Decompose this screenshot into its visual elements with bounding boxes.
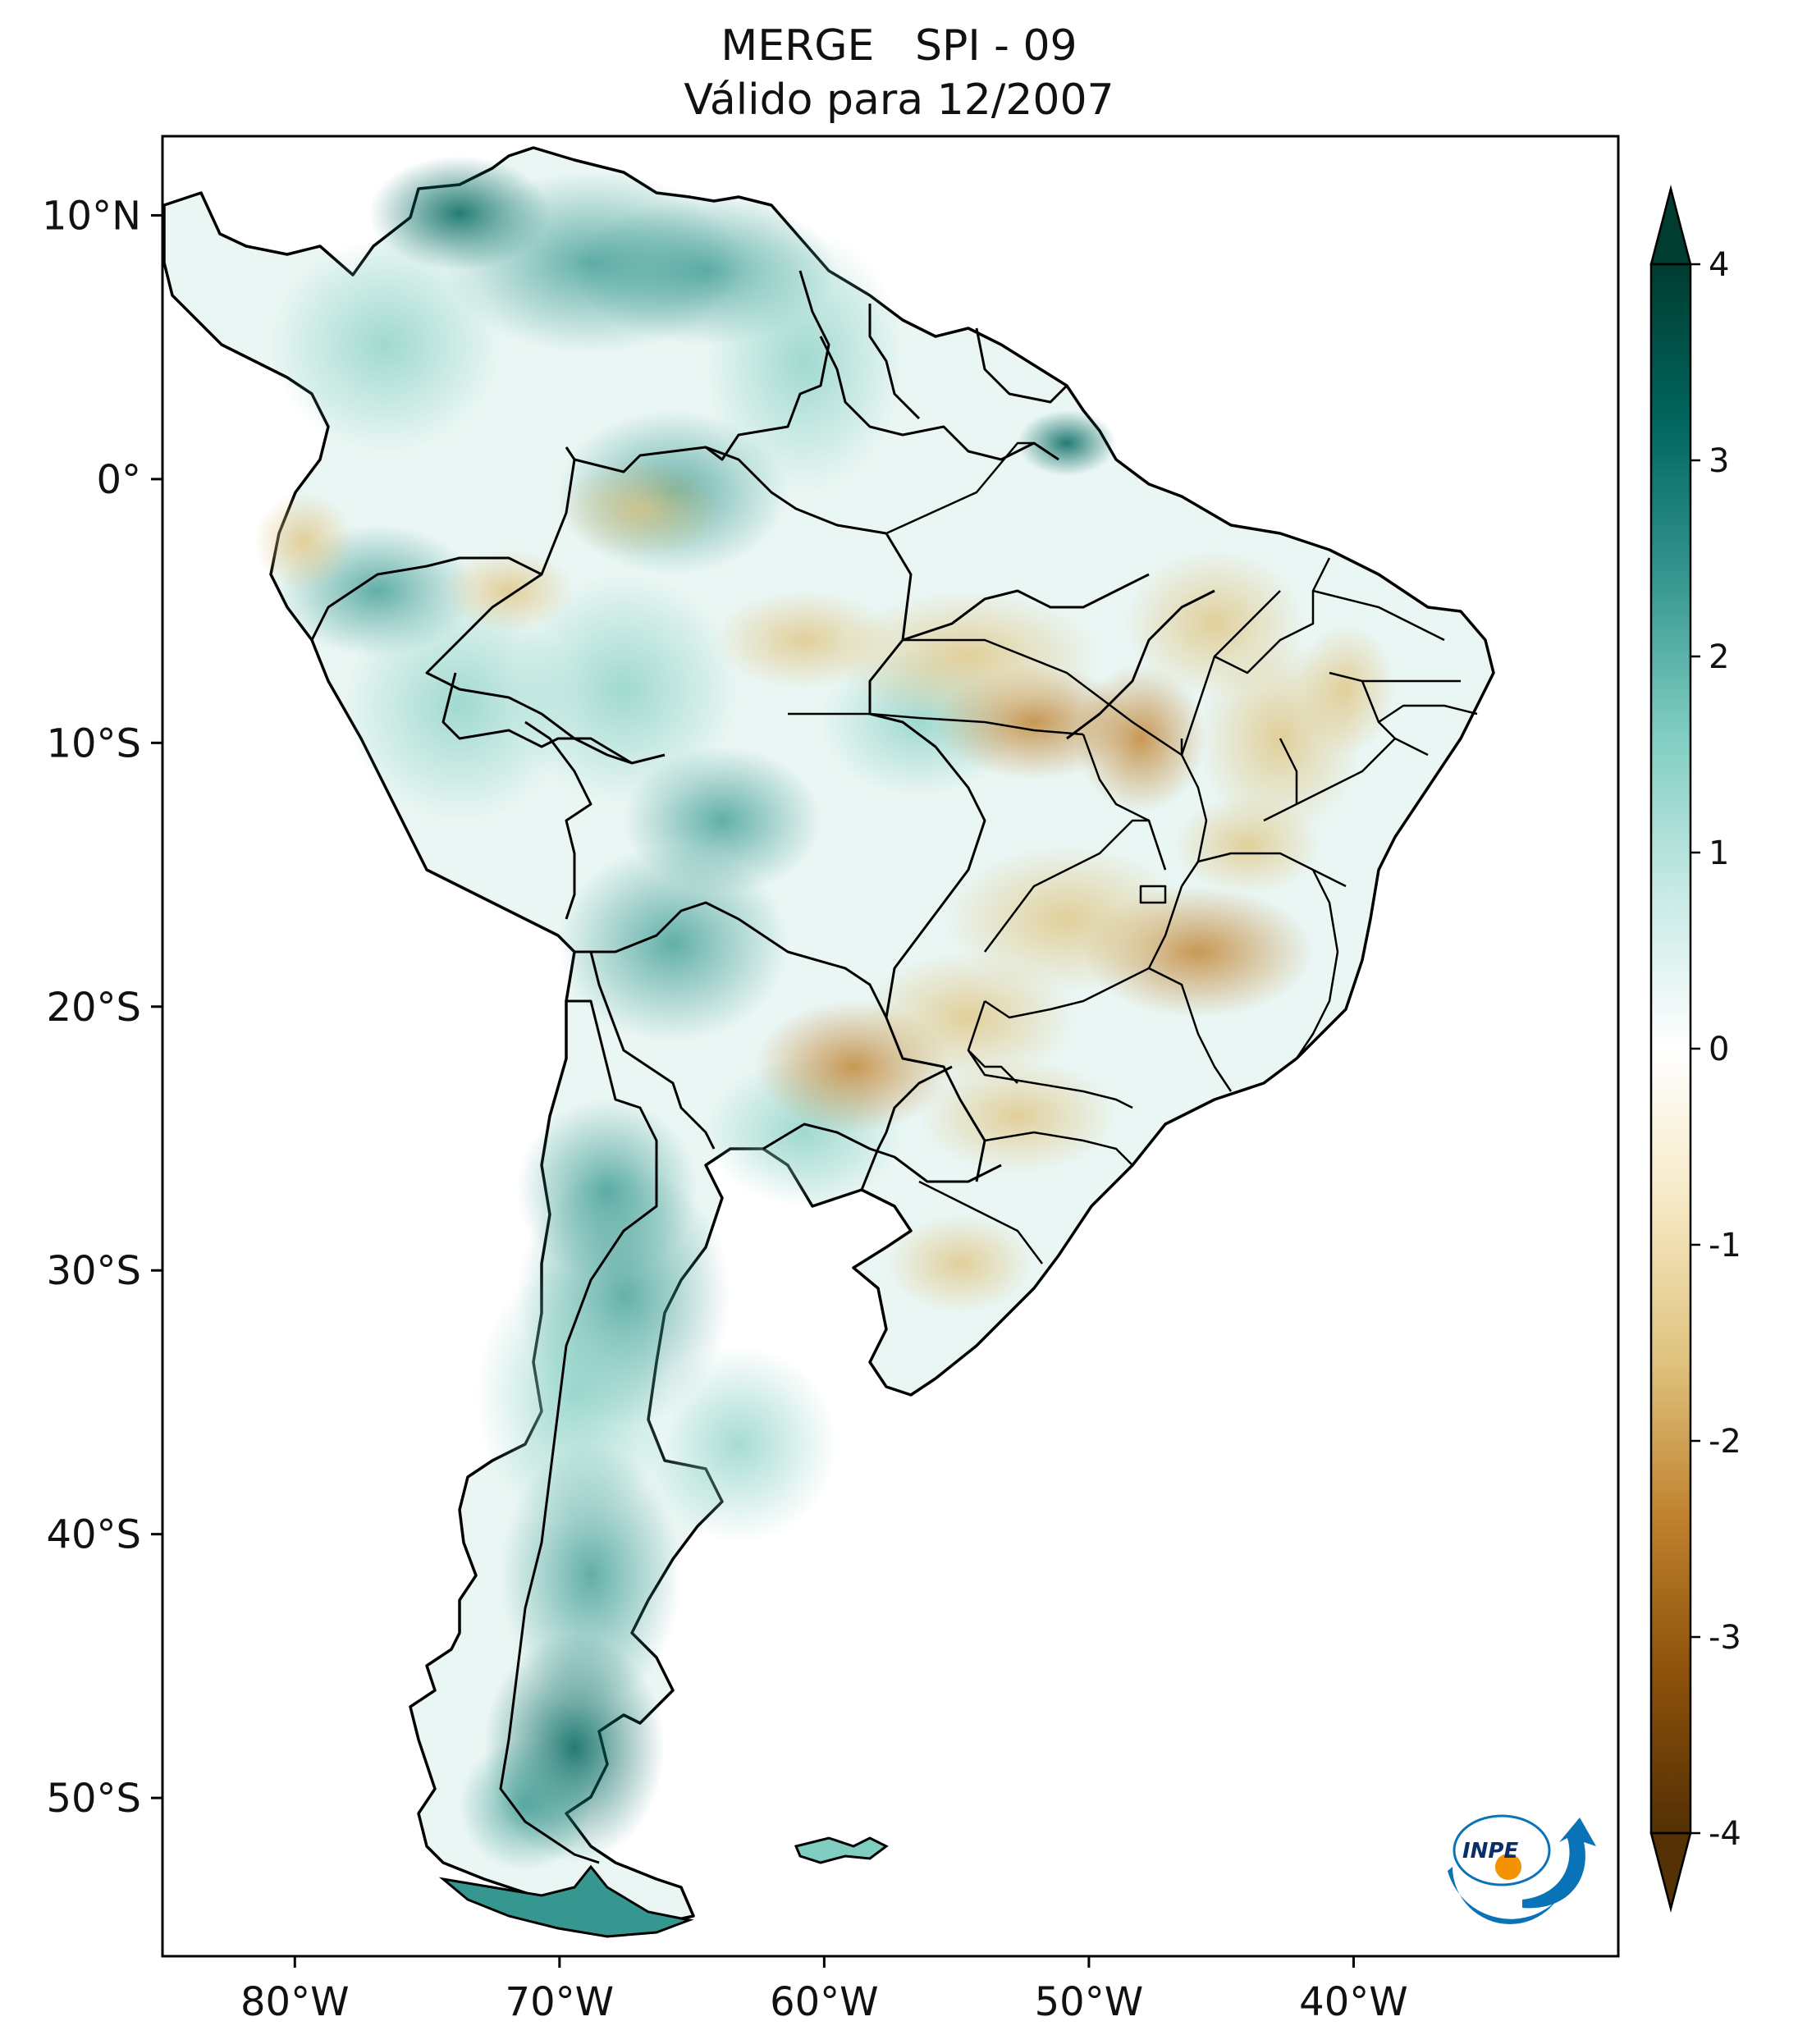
x-tick-label: 50°W — [1035, 1979, 1144, 2025]
anomaly-patch — [271, 238, 501, 451]
anomaly-patch — [1174, 796, 1321, 894]
y-tick-label: 20°S — [46, 985, 141, 1031]
inpe-logo-orbit — [1453, 1814, 1551, 1886]
anomaly-patch — [837, 591, 1100, 722]
anomaly-patch — [509, 574, 739, 804]
colorbar-tick-label: -4 — [1709, 1815, 1741, 1853]
anomaly-patch — [886, 1214, 1034, 1313]
colorbar-gradient — [1651, 264, 1690, 1833]
colorbar-tick-label: 3 — [1709, 442, 1729, 480]
y-tick-label: 10°S — [46, 720, 141, 766]
y-tick-label: 40°S — [46, 1512, 141, 1558]
anomaly-patch — [862, 952, 1075, 1083]
anomaly-patch — [1018, 410, 1116, 476]
anomaly-patch — [254, 492, 353, 591]
x-axis-ticks: 80°W 70°W 60°W 50°W 40°W — [240, 1956, 1408, 2025]
title-line1: MERGE SPI - 09 — [721, 21, 1077, 71]
falkland-islands — [794, 1836, 889, 1864]
title-line2: Válido para 12/2007 — [684, 75, 1114, 125]
colorbar-tick-label: -3 — [1709, 1619, 1741, 1657]
inpe-logo-swoosh — [1522, 1818, 1596, 1909]
anomaly-patch — [1075, 665, 1206, 812]
y-tick-label: 10°N — [42, 193, 141, 239]
x-tick-label: 70°W — [506, 1979, 615, 2025]
colorbar-tick-label: 2 — [1709, 638, 1729, 676]
country-borders — [310, 270, 1215, 1864]
colorbar-min-extend — [1649, 1831, 1692, 1913]
inpe-logo-dot — [1495, 1854, 1521, 1880]
y-tick-label: 50°S — [46, 1776, 141, 1822]
x-tick-label: 80°W — [240, 1979, 350, 2025]
colorbar-tick-label: 0 — [1709, 1031, 1729, 1068]
anomaly-patch — [640, 1346, 837, 1543]
colorbar-tick-label: 1 — [1709, 835, 1729, 872]
anomaly-patch — [1297, 624, 1395, 755]
inpe-logo-text: INPE — [1462, 1839, 1518, 1863]
anomaly-patch — [919, 1059, 1116, 1173]
tierra-del-fuego — [438, 1864, 694, 1938]
colorbar-tick-label: 4 — [1709, 246, 1729, 284]
y-tick-label: 30°S — [46, 1248, 141, 1294]
colorbar: 4 3 2 1 0 -1 -2 -3 -4 — [1649, 185, 1741, 1913]
anomaly-patch — [443, 550, 574, 632]
colorbar-max-extend — [1649, 185, 1692, 266]
anomaly-patch — [558, 845, 788, 1042]
anomaly-patch — [460, 1740, 591, 1871]
x-tick-label: 60°W — [770, 1979, 879, 2025]
state-borders — [788, 441, 1478, 1264]
spi-anomaly-field — [254, 156, 1395, 1871]
map-content — [162, 146, 1495, 1938]
colorbar-tick-label: -1 — [1709, 1227, 1741, 1264]
y-axis-ticks: 10°N 0° 10°S 20°S 30°S 40°S 50°S — [42, 193, 162, 1822]
colorbar-tick-label: -2 — [1709, 1423, 1741, 1461]
y-tick-label: 0° — [96, 457, 141, 503]
anomaly-patch — [706, 230, 903, 492]
anomaly-patch — [558, 460, 722, 558]
inpe-logo: INPE — [1448, 1814, 1596, 1924]
x-tick-label: 40°W — [1299, 1979, 1408, 2025]
anomaly-patch — [714, 591, 894, 689]
